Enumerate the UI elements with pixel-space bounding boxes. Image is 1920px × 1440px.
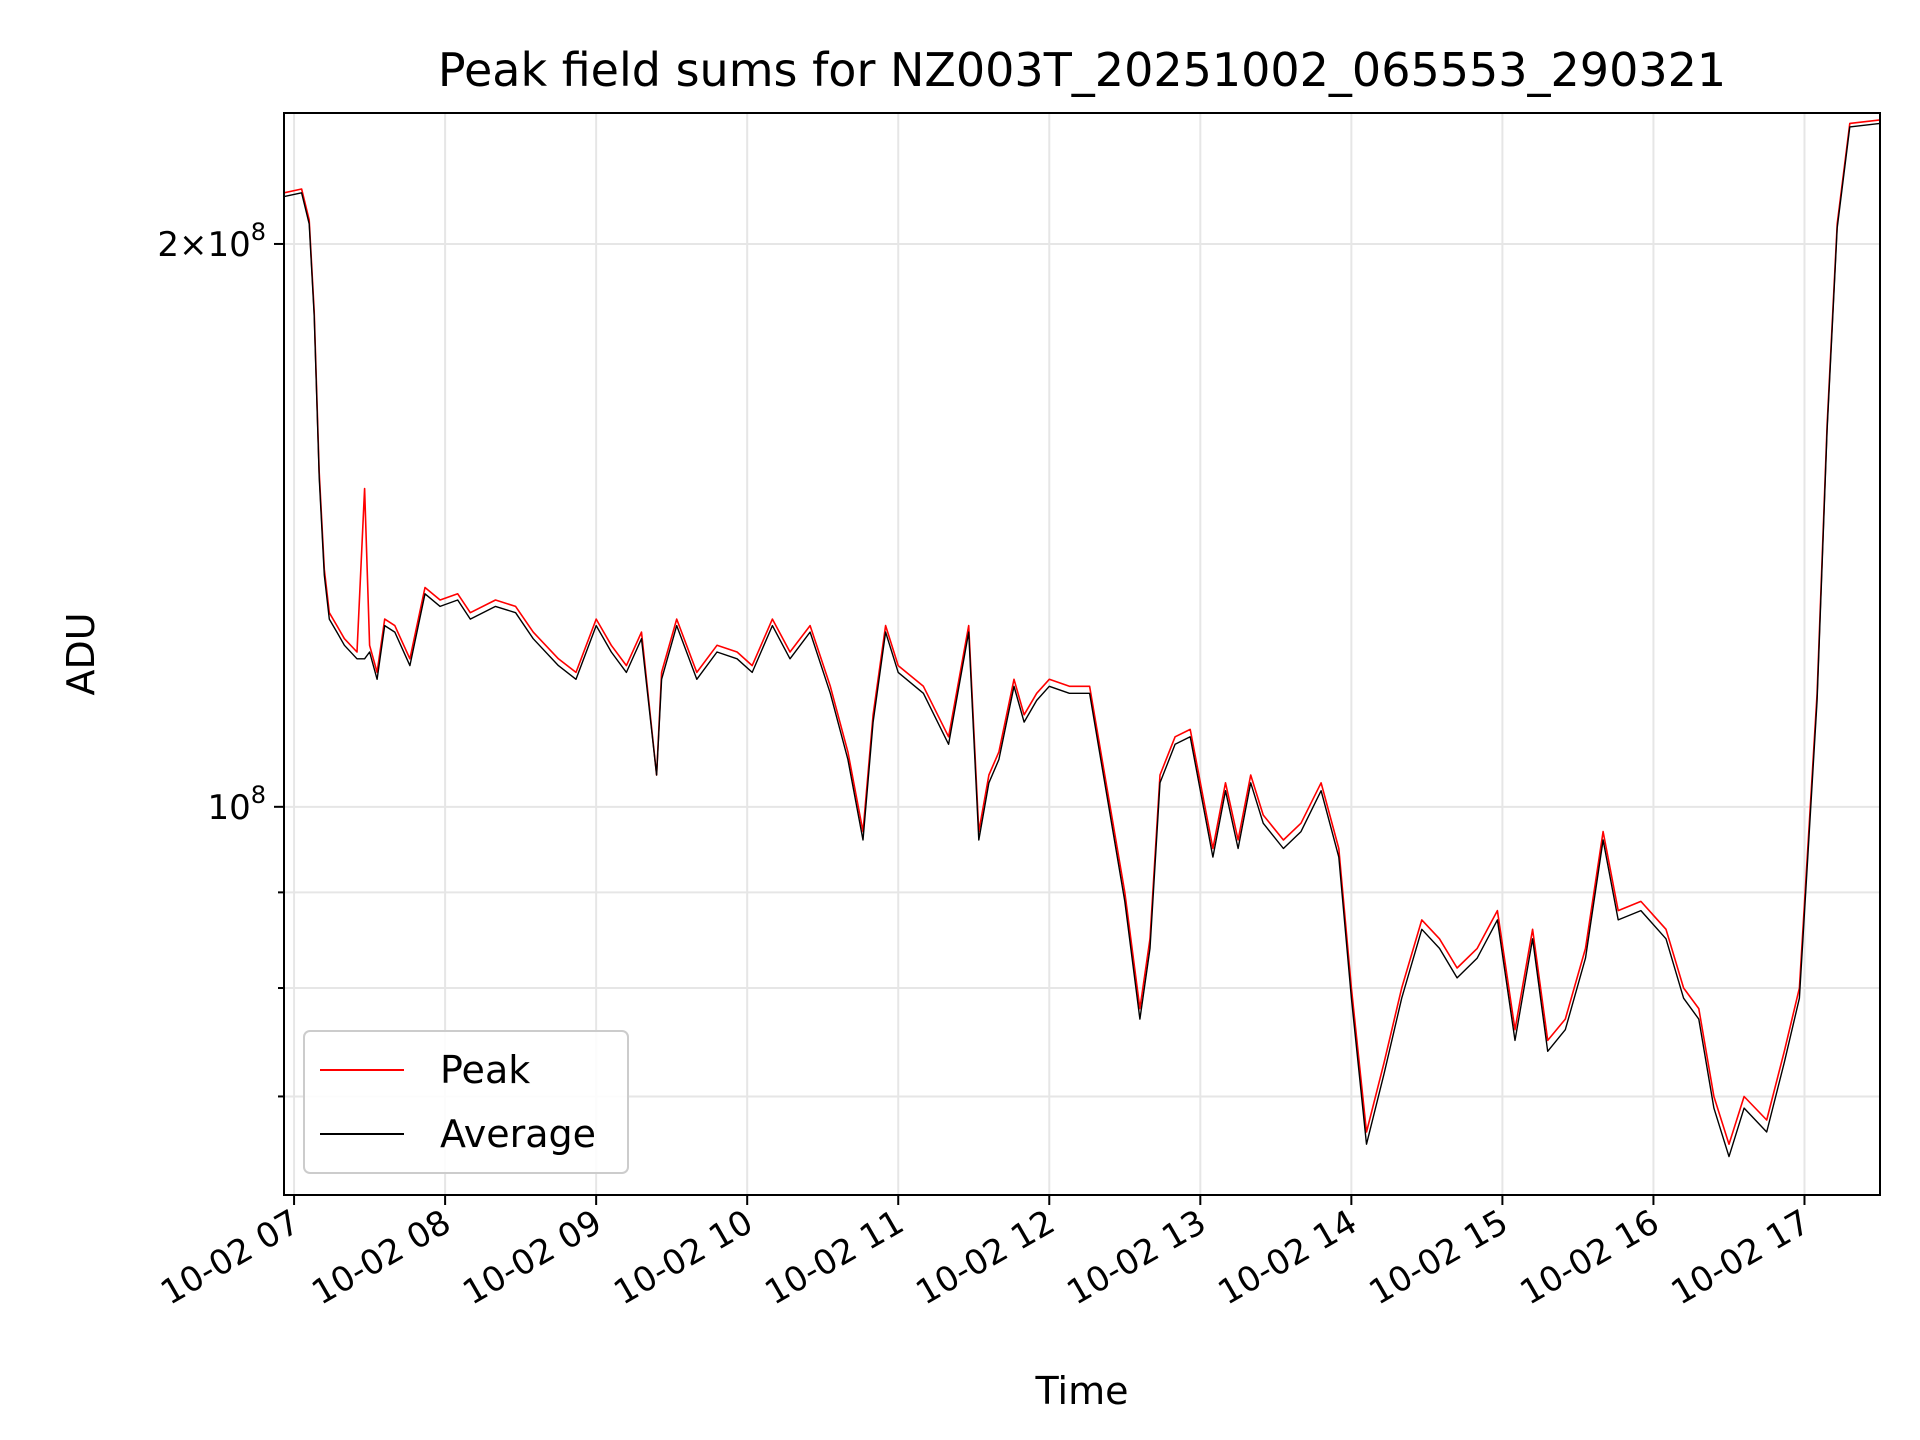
legend-label-peak: Peak <box>440 1048 530 1092</box>
y-tick-label: 2×108 <box>157 218 266 265</box>
series-layer <box>284 119 1880 1158</box>
series-line-peak <box>284 119 1880 1145</box>
y-axis-label: ADU <box>59 612 103 695</box>
chart-title: Peak field sums for NZ003T_20251002_0655… <box>438 43 1726 97</box>
legend: Peak Average <box>303 1030 629 1174</box>
y-tick-label: 108 <box>207 781 266 828</box>
plot-frame <box>283 112 1881 1196</box>
legend-label-average: Average <box>440 1112 596 1156</box>
grid <box>284 113 1880 1195</box>
legend-box <box>303 1030 629 1174</box>
series-line-average <box>284 122 1880 1158</box>
x-axis-label: Time <box>1035 1369 1129 1413</box>
